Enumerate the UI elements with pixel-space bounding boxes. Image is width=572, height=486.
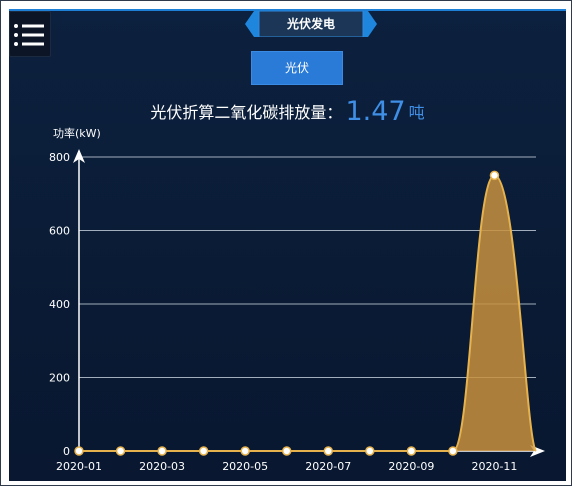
y-tick-label: 600: [49, 225, 70, 238]
series-area: [79, 175, 536, 451]
menu-button[interactable]: [9, 11, 51, 57]
y-tick-label: 200: [49, 372, 70, 385]
pv-button[interactable]: 光伏: [251, 51, 343, 85]
x-tick-label: 2020-03: [139, 460, 185, 473]
pv-panel: 光伏发电 光伏 光伏折算二氧化碳排放量： 1.47 吨 0 200 400 600 800 功…: [9, 9, 566, 481]
data-point: [489, 170, 500, 181]
panel-title-tab: 光伏发电: [245, 11, 377, 37]
data-point: [240, 446, 250, 456]
data-point: [74, 446, 84, 456]
x-tick-label: 2020-01: [56, 460, 102, 473]
x-tick-label: 2020-11: [471, 460, 517, 473]
title-tab-shape: [245, 11, 377, 37]
power-chart: 0 200 400 600 800 功率(kW) 2020-01 2020-03 2020-05…: [49, 126, 545, 473]
x-tick-label: 2020-09: [388, 460, 434, 473]
data-point: [115, 446, 126, 456]
data-point: [281, 446, 292, 456]
data-point: [365, 446, 375, 456]
y-tick-label: 800: [49, 151, 70, 164]
y-axis-arrow: [73, 149, 85, 163]
y-tick-label: 400: [49, 298, 70, 311]
co2-unit: 吨: [408, 103, 425, 122]
y-tick-label: 0: [63, 445, 70, 458]
x-tick-label: 2020-05: [222, 460, 268, 473]
co2-label: 光伏折算二氧化碳排放量：: [150, 103, 343, 122]
co2-summary: 光伏折算二氧化碳排放量： 1.47 吨: [9, 97, 566, 128]
panel-title: 光伏发电: [286, 17, 335, 31]
data-point: [406, 446, 417, 456]
co2-value: 1.47: [345, 96, 406, 127]
y-axis-label: 功率(kW): [53, 126, 101, 140]
menu-icon: [14, 24, 44, 46]
data-point: [157, 446, 167, 456]
data-point: [198, 446, 209, 456]
x-tick-label: 2020-07: [305, 460, 351, 473]
data-point: [448, 446, 458, 456]
data-point: [323, 446, 334, 456]
